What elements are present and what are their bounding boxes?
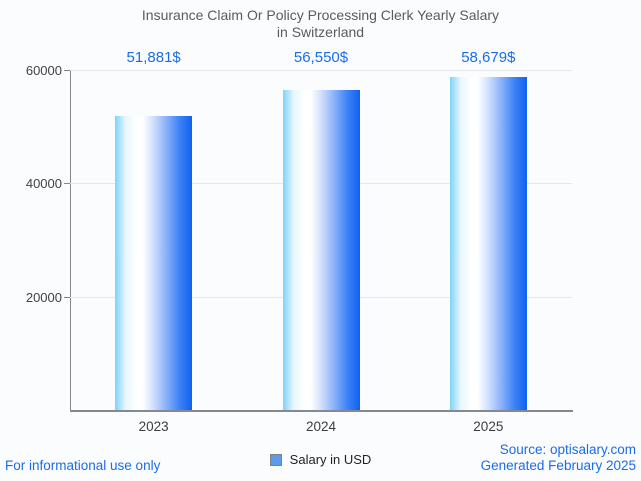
legend-label: Salary in USD [289, 452, 372, 467]
chart-title-line1: Insurance Claim Or Policy Processing Cle… [141, 7, 500, 23]
y-axis-line [70, 70, 71, 410]
legend-swatch-icon [269, 453, 282, 466]
disclaimer-text: For informational use only [5, 458, 161, 473]
x-axis-line [70, 410, 573, 412]
y-tick-60000 [64, 70, 70, 71]
value-label-2024: 56,550$ [293, 49, 349, 66]
y-axis-label: 60000 [25, 63, 62, 78]
legend: Salary in USD [0, 452, 641, 467]
x-axis-label-2023: 2023 [138, 419, 169, 434]
value-label-2025: 58,679$ [461, 49, 516, 66]
chart-title: Insurance Claim Or Policy Processing Cle… [0, 7, 641, 41]
bar-2023[interactable] [115, 116, 193, 410]
bar-2025[interactable] [449, 77, 527, 410]
y-tick-40000 [64, 183, 70, 185]
generated-date: Generated February 2025 [480, 458, 636, 473]
gridline-60000 [70, 70, 572, 71]
x-axis-label-2025: 2025 [473, 419, 504, 434]
y-axis-label: 40000 [25, 176, 62, 192]
value-label-2023: 51,881$ [126, 49, 181, 66]
y-axis-label: 20000 [25, 289, 62, 305]
chart-title-line2: in Switzerland [276, 24, 365, 40]
x-axis-label-2024: 2024 [305, 419, 337, 434]
source-link[interactable]: Source: optisalary.com [499, 442, 636, 457]
bar-2024[interactable] [282, 89, 360, 410]
y-tick-20000 [64, 296, 70, 298]
source-block: Source: optisalary.com Generated Februar… [481, 442, 636, 474]
